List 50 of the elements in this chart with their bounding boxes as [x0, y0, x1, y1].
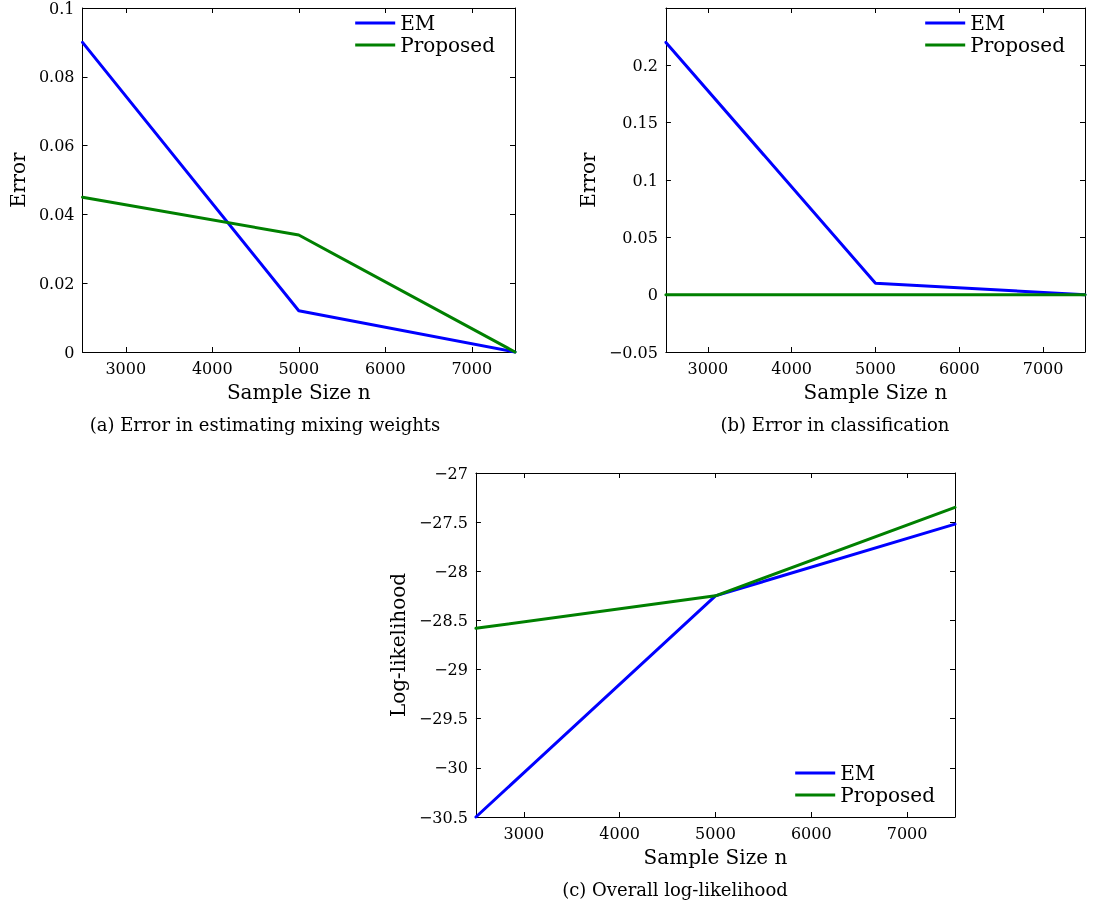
text: (c) Overall log-likelihood: [562, 878, 788, 900]
y-tick-label: 0.04: [38, 204, 75, 224]
x-tick-label: 7000: [451, 358, 493, 378]
x-tick-label: 3000: [687, 358, 729, 378]
legend-label: Proposed: [400, 33, 496, 57]
x-tick-label: 3000: [105, 358, 147, 378]
y-axis-title: Log-likelihood: [386, 572, 410, 718]
y-tick-label: 0.02: [38, 273, 75, 293]
y-tick-label: −27: [434, 463, 468, 483]
x-tick-label: 3000: [503, 823, 545, 843]
y-tick-label: −29.5: [418, 709, 468, 729]
legend-label: EM: [840, 761, 876, 785]
y-tick-label: −0.05: [608, 342, 658, 362]
text: (b) Error in classification: [720, 413, 950, 435]
y-axis-title: Error: [576, 151, 600, 208]
legend-label: EM: [400, 11, 436, 35]
x-axis-title: Sample Size n: [226, 380, 371, 404]
x-tick-label: 6000: [790, 823, 832, 843]
y-tick-label: 0: [64, 342, 75, 362]
x-tick-label: 7000: [1022, 358, 1064, 378]
y-axis-title: Error: [6, 151, 30, 208]
y-tick-label: −28.5: [418, 610, 468, 630]
x-axis-title: Sample Size n: [643, 845, 788, 869]
y-tick-label: −27.5: [418, 512, 468, 532]
x-tick-label: 5000: [695, 823, 736, 843]
y-tick-label: 0.15: [622, 113, 658, 133]
legend-label: EM: [970, 11, 1006, 35]
y-tick-label: 0.2: [632, 55, 658, 75]
x-tick-label: 5000: [278, 358, 320, 378]
x-tick-label: 4000: [771, 358, 813, 378]
y-tick-label: 0.1: [49, 0, 75, 18]
x-tick-label: 7000: [886, 823, 928, 843]
y-tick-label: −29: [434, 660, 468, 680]
text: (a) Error in estimating mixing weights: [89, 413, 441, 435]
y-tick-label: 0.05: [622, 227, 658, 247]
x-tick-label: 4000: [191, 358, 233, 378]
y-tick-label: −30.5: [418, 807, 468, 827]
x-tick-label: 6000: [938, 358, 980, 378]
y-tick-label: 0: [647, 285, 658, 305]
y-tick-label: −28: [434, 561, 468, 581]
y-tick-label: −30: [434, 758, 468, 778]
y-tick-label: 0.06: [38, 136, 75, 156]
x-tick-label: 6000: [364, 358, 406, 378]
y-tick-label: 0.1: [632, 170, 658, 190]
x-tick-label: 4000: [599, 823, 641, 843]
y-tick-label: 0.08: [38, 67, 75, 87]
x-axis-title: Sample Size n: [803, 380, 948, 404]
legend-label: Proposed: [840, 783, 936, 807]
x-tick-label: 5000: [855, 358, 896, 378]
legend-label: Proposed: [970, 33, 1066, 57]
